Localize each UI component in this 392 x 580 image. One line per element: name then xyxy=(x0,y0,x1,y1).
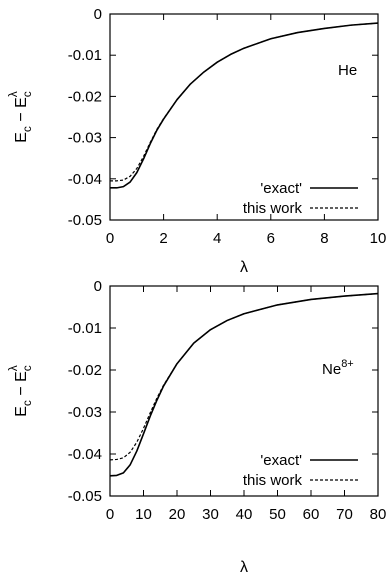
y-tick-label: -0.04 xyxy=(68,446,102,463)
chart-panel-1: 0 2 4 6 8 10 0 -0.01 -0.02 -0.03 -0.04 -0.05 λ Ec − E… xyxy=(6,6,386,276)
series-line-1 xyxy=(109,292,379,477)
x-tick-label: 4 xyxy=(213,230,221,247)
legend-label-2: this work xyxy=(243,200,303,217)
x-axis-label: λ xyxy=(240,259,248,276)
y-tick-label: -0.02 xyxy=(68,362,102,379)
x-tick-label: 2 xyxy=(159,230,167,247)
x-tick-label: 0 xyxy=(106,506,114,523)
y-tick-label: -0.03 xyxy=(68,130,102,147)
chart-panel-2: 0 10 20 30 40 50 60 70 80 0 -0.01 -0.02 -0.03 -0.04 -0… xyxy=(6,278,386,576)
y-tick-label: -0.03 xyxy=(68,404,102,421)
x-tick-label: 30 xyxy=(202,506,219,523)
y-axis-label: Ec − Ecλ xyxy=(6,91,34,143)
plot-frame xyxy=(109,285,379,497)
legend-label-1: 'exact' xyxy=(260,452,302,469)
y-tick-label: 0 xyxy=(94,6,102,23)
x-tick-label: 8 xyxy=(320,230,328,247)
x-tick-label: 6 xyxy=(267,230,275,247)
x-tick-label: 0 xyxy=(106,230,114,247)
x-tick-label: 70 xyxy=(336,506,353,523)
plot-frame xyxy=(109,13,379,221)
y-tick-label: -0.01 xyxy=(68,47,102,64)
y-tick-label: -0.05 xyxy=(68,488,102,505)
legend-label-2: this work xyxy=(243,472,303,489)
x-tick-label: 20 xyxy=(169,506,186,523)
y-axis-label: Ec − Ecλ xyxy=(6,365,34,417)
x-tick-label: 50 xyxy=(269,506,286,523)
panel-annotation: He xyxy=(338,62,357,79)
x-tick-label: 40 xyxy=(236,506,253,523)
legend-label-1: 'exact' xyxy=(260,180,302,197)
x-tick-label: 10 xyxy=(135,506,152,523)
x-tick-label: 60 xyxy=(303,506,320,523)
panel-annotation: Ne8+ xyxy=(322,358,354,378)
series-line-2 xyxy=(109,292,379,461)
series-line-2 xyxy=(110,22,379,182)
y-tick-label: -0.02 xyxy=(68,88,102,105)
y-tick-label: -0.01 xyxy=(68,320,102,337)
y-tick-label: -0.05 xyxy=(68,212,102,229)
x-tick-label: 10 xyxy=(370,230,387,247)
x-tick-label: 80 xyxy=(370,506,387,523)
y-tick-label: 0 xyxy=(94,278,102,295)
y-tick-label: -0.04 xyxy=(68,171,102,188)
x-axis-label: λ xyxy=(240,559,248,576)
